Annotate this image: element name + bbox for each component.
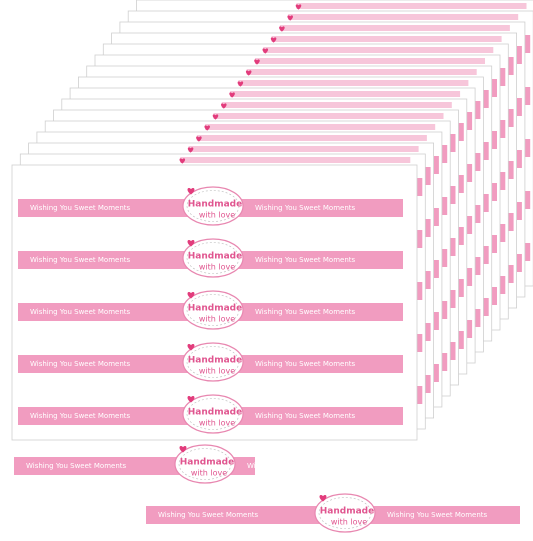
strip-text: Wishing You Sweet Moments <box>255 204 356 212</box>
badge-line1: Handmade <box>180 458 234 468</box>
strip-text: Wishing You Sweet Moments <box>255 256 356 264</box>
strip-top <box>296 3 527 9</box>
strip-top <box>271 36 502 42</box>
badge-line1: Handmade <box>188 304 242 314</box>
heart <box>221 103 227 109</box>
badge <box>182 238 244 278</box>
strip-text: Wishing You Sweet Moments <box>247 462 348 470</box>
badge-inner <box>186 398 240 430</box>
heart <box>187 395 195 403</box>
strip-text: Wishing You Sweet Moments <box>255 360 356 368</box>
strip-top <box>188 146 419 152</box>
heart <box>279 26 285 32</box>
strip-top <box>205 124 436 130</box>
heart <box>187 239 195 247</box>
badge-line1: Handmade <box>188 200 242 210</box>
strip-top <box>255 58 485 64</box>
badge <box>182 394 244 434</box>
badge-line1: Handmade <box>320 507 374 517</box>
strip-top <box>246 69 477 75</box>
heart <box>187 291 195 299</box>
strip-text: Wishing You Sweet Moments <box>30 256 131 264</box>
badge-line2: with love <box>199 419 235 428</box>
heart <box>262 48 269 54</box>
badge-inner <box>186 242 240 274</box>
heart <box>196 136 202 142</box>
strip-text: Wishing You Sweet Moments <box>26 462 127 470</box>
strip-text: Wishing You Sweet Moments <box>30 308 131 316</box>
badge-inner <box>318 497 372 529</box>
heart <box>229 92 235 98</box>
heart <box>179 445 187 453</box>
heart <box>204 125 210 131</box>
badge-line2: with love <box>331 518 367 527</box>
badge-inner <box>186 190 240 222</box>
badge <box>174 444 236 484</box>
strip-text: Wishing You Sweet Moments <box>30 360 131 368</box>
badge <box>182 290 244 330</box>
strip-top <box>238 80 469 86</box>
strip-top <box>288 14 519 20</box>
strip-text: Wishing You Sweet Moments <box>255 412 356 420</box>
badge <box>314 493 376 533</box>
strip-top <box>180 157 411 163</box>
badge-line2: with love <box>191 469 227 478</box>
strip-top <box>263 47 494 53</box>
strip-text: Wishing You Sweet Moments <box>30 412 131 420</box>
strip-text: Wishing You Sweet Moments <box>255 308 356 316</box>
badge-inner <box>178 448 232 480</box>
badge-line2: with love <box>199 367 235 376</box>
strip-top <box>279 25 510 31</box>
badge <box>182 186 244 226</box>
heart <box>187 343 195 351</box>
strip-text: Wishing You Sweet Moments <box>158 511 259 519</box>
heart <box>287 15 293 21</box>
strip-top <box>213 113 444 119</box>
heart <box>245 70 252 76</box>
heart <box>254 59 260 65</box>
heart <box>237 81 244 87</box>
heart <box>270 37 277 43</box>
heart <box>212 114 219 120</box>
badge-line2: with love <box>199 315 235 324</box>
heart <box>179 158 186 164</box>
heart <box>319 494 327 502</box>
badge-line1: Handmade <box>188 252 242 262</box>
badge-line2: with love <box>199 211 235 220</box>
heart <box>187 147 194 153</box>
strip-top <box>221 102 452 108</box>
strip-text: Wishing You Sweet Moments <box>387 511 488 519</box>
badge-inner <box>186 346 240 378</box>
heart <box>295 4 302 10</box>
strip-top <box>196 135 427 141</box>
badge-line1: Handmade <box>188 408 242 418</box>
badge-line1: Handmade <box>188 356 242 366</box>
badge-inner <box>186 294 240 326</box>
badge <box>182 342 244 382</box>
heart <box>187 187 195 195</box>
badge-line2: with love <box>199 263 235 272</box>
strip-top <box>230 91 461 97</box>
strip-text: Wishing You Sweet Moments <box>30 204 131 212</box>
